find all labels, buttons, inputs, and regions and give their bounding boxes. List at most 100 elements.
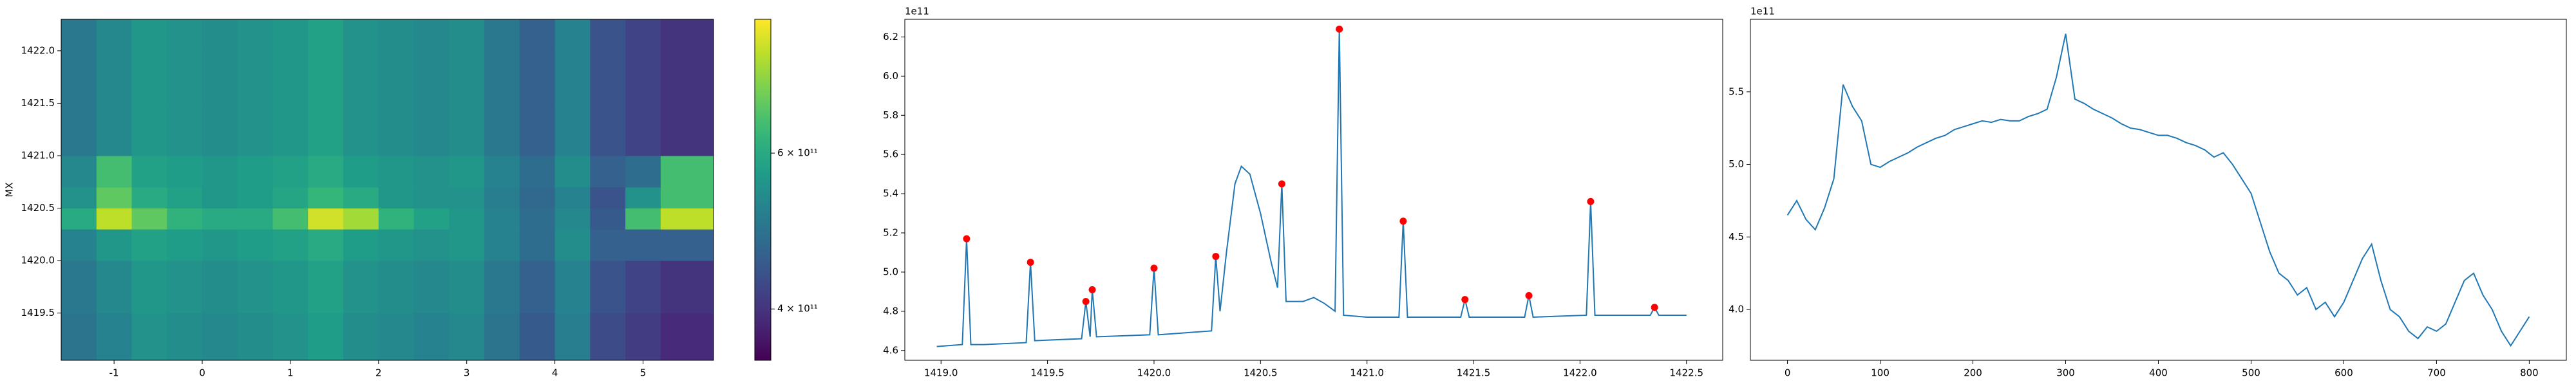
heatmap-cell bbox=[96, 19, 133, 51]
x-tick-label: 0 bbox=[199, 367, 205, 379]
y-tick-label: 6.2 bbox=[883, 31, 898, 42]
heatmap-cell bbox=[131, 229, 167, 261]
x-tick-label: 1419.0 bbox=[924, 367, 958, 379]
x-tick-label: -1 bbox=[109, 367, 119, 379]
heatmap-cell bbox=[202, 50, 238, 104]
heatmap-cell bbox=[625, 103, 661, 156]
heatmap-cell bbox=[519, 50, 556, 104]
y-tick-label: 1419.5 bbox=[21, 307, 55, 318]
heatmap-cell bbox=[202, 261, 238, 314]
heatmap-cell bbox=[484, 19, 520, 51]
plot-frame bbox=[1750, 19, 2567, 361]
heatmap-cell bbox=[449, 187, 485, 209]
heatmap-cell bbox=[167, 19, 203, 51]
heatmap-cell bbox=[484, 261, 520, 314]
heatmap-cell bbox=[308, 187, 344, 209]
heatmap-cell bbox=[237, 19, 274, 51]
heatmap-cell bbox=[660, 229, 714, 261]
heatmap-cell bbox=[625, 187, 661, 209]
colorbar-tick-label: 6 × 10¹¹ bbox=[777, 147, 818, 159]
heatmap-cell bbox=[378, 50, 415, 104]
heatmap-cell bbox=[519, 208, 556, 230]
heatmap-cell bbox=[167, 313, 203, 361]
heatmap-cell bbox=[237, 50, 274, 104]
heatmap-cell bbox=[590, 19, 626, 51]
peak-marker bbox=[1027, 259, 1034, 266]
heatmap-cell bbox=[96, 208, 133, 230]
heatmap-cell bbox=[131, 19, 167, 51]
y-tick-label: 5.6 bbox=[883, 149, 898, 160]
heatmap-cell bbox=[378, 208, 415, 230]
heatmap-cell bbox=[272, 187, 308, 209]
heatmap-cell bbox=[519, 187, 556, 209]
x-tick-label: 100 bbox=[1871, 367, 1889, 379]
heatmap-cell bbox=[343, 229, 379, 261]
heatmap-cell bbox=[61, 208, 97, 230]
heatmap-cell bbox=[378, 19, 415, 51]
heatmap-cell bbox=[202, 156, 238, 188]
heatmap-cell bbox=[413, 19, 450, 51]
heatmap-cell bbox=[449, 229, 485, 261]
heatmap-cell bbox=[167, 187, 203, 209]
heatmap-cell bbox=[554, 103, 591, 156]
heatmap-cell bbox=[131, 261, 167, 314]
heatmap-cell bbox=[131, 187, 167, 209]
x-tick-label: 200 bbox=[1964, 367, 1982, 379]
heatmap-cell bbox=[131, 313, 167, 361]
heatmap-cell bbox=[237, 103, 274, 156]
heatmap-cell bbox=[308, 103, 344, 156]
y-tick-label: 4.5 bbox=[1728, 231, 1744, 243]
x-tick-label: 1419.5 bbox=[1030, 367, 1065, 379]
x-tick-label: 500 bbox=[2242, 367, 2260, 379]
heatmap-cell bbox=[378, 261, 415, 314]
heatmap-cell bbox=[519, 19, 556, 51]
heatmap-cell bbox=[554, 187, 591, 209]
heatmap-cell bbox=[660, 103, 714, 156]
x-tick-label: 400 bbox=[2149, 367, 2168, 379]
heatmap-cell bbox=[61, 187, 97, 209]
heatmap-cell bbox=[625, 19, 661, 51]
peak-marker bbox=[1399, 217, 1407, 225]
heatmap-cell bbox=[343, 156, 379, 188]
heatmap-cell bbox=[272, 313, 308, 361]
heatmap-cell bbox=[272, 261, 308, 314]
heatmap-cell bbox=[554, 313, 591, 361]
x-tick-label: 800 bbox=[2520, 367, 2539, 379]
data-line bbox=[936, 29, 1687, 347]
heatmap-cell bbox=[449, 261, 485, 314]
y-tick-label: 5.5 bbox=[1728, 86, 1744, 97]
heatmap-cell bbox=[272, 50, 308, 104]
y-tick-label: 5.8 bbox=[883, 109, 898, 121]
heatmap-cell bbox=[519, 313, 556, 361]
heatmap-cell bbox=[167, 261, 203, 314]
heatmap-cell bbox=[590, 156, 626, 188]
heatmap-cell bbox=[554, 208, 591, 230]
peak-marker bbox=[1278, 180, 1285, 188]
heatmap-cell bbox=[625, 156, 661, 188]
heatmap-cell bbox=[167, 50, 203, 104]
peak-marker bbox=[963, 235, 971, 243]
heatmap-cell bbox=[61, 313, 97, 361]
heatmap-cell bbox=[660, 156, 714, 188]
heatmap-cell bbox=[61, 19, 97, 51]
y-tick-label: 1422.0 bbox=[21, 44, 55, 56]
heatmap-cell bbox=[449, 313, 485, 361]
heatmap-cell bbox=[343, 19, 379, 51]
heatmap-cell bbox=[308, 208, 344, 230]
heatmap-cell bbox=[167, 103, 203, 156]
heatmap-cell bbox=[272, 19, 308, 51]
heatmap-cell bbox=[413, 50, 450, 104]
heatmap-cell bbox=[131, 103, 167, 156]
heatmap-cell bbox=[413, 313, 450, 361]
y-tick-label: 5.0 bbox=[1728, 158, 1744, 170]
heatmap-cell bbox=[554, 50, 591, 104]
heatmap-cell bbox=[343, 50, 379, 104]
heatmap-cell bbox=[378, 229, 415, 261]
heatmap-cell bbox=[96, 50, 133, 104]
x-tick-label: 700 bbox=[2427, 367, 2446, 379]
heatmap-cell bbox=[131, 156, 167, 188]
peak-marker bbox=[1082, 298, 1090, 306]
heatmap-cell bbox=[167, 208, 203, 230]
heatmap-cell bbox=[554, 261, 591, 314]
